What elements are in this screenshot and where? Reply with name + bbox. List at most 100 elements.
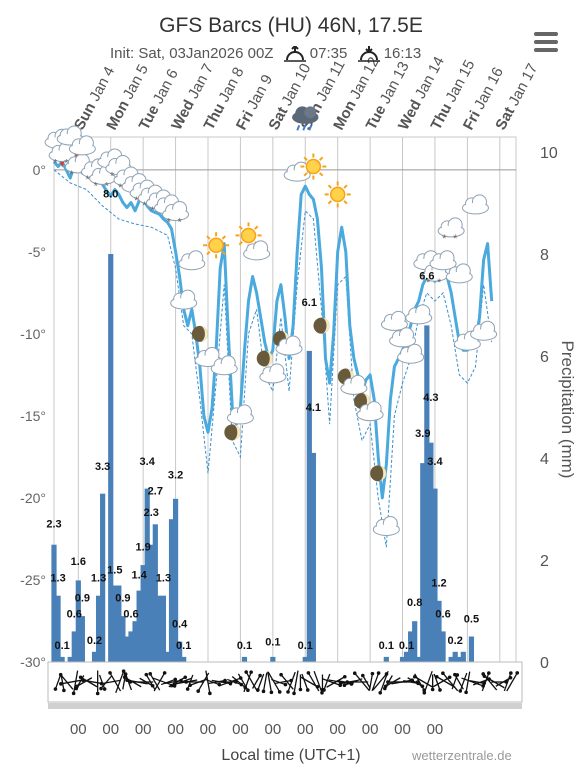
precip-bar [148,544,154,662]
wind-arrow [301,673,309,691]
precip-bar [416,656,422,662]
cloud-weather-icon [470,320,498,341]
precip-bar [91,651,98,662]
sunset-time: 16:13 [383,45,422,62]
precip-bar [59,656,65,662]
precip-value-label: 0.2 [448,635,463,647]
precip-value-label: 0.2 [87,635,102,647]
wind-arrow [459,672,468,692]
svg-text:*: * [167,216,172,228]
hamburger-menu-icon[interactable] [534,32,558,52]
wind-arrow [293,670,299,694]
wind-arrow [407,677,423,687]
precip-bar [164,651,171,662]
precip-bar [181,656,187,662]
y-right-tick-label: 2 [540,553,549,570]
wind-arrow [101,679,121,685]
cloud-weather-icon [275,335,303,356]
x-tick-label: 00 [167,721,184,738]
moon-weather-icon [256,350,273,367]
y-right-tick-label: 4 [540,451,549,468]
cloud-weather-icon [397,343,425,364]
precip-value-label: 0.6 [435,609,450,621]
wind-arrow [115,670,125,694]
svg-text:*: * [134,195,139,207]
precip-value-label: 2.3 [144,507,159,519]
wind-arrow [139,677,153,687]
svg-text:*: * [178,216,183,228]
cloud-weather-icon [226,404,254,425]
precip-bar [408,631,414,662]
svg-text:*: * [53,157,58,169]
wind-arrow [300,676,318,688]
cloud-weather-icon [170,289,198,310]
sun-weather-icon [300,153,327,180]
precip-bar [440,631,446,662]
wind-arrow [109,672,122,692]
precip-bar [399,656,406,662]
precip-value-label: 2.3 [46,518,61,530]
y-right-axis-label: Precipitation (mm) [558,341,577,479]
wind-arrow [100,675,113,689]
wind-arrow [262,672,268,692]
y-left-tick-label: -10° [20,326,46,342]
precip-value-label: 2.7 [148,486,163,498]
moon-weather-icon [224,424,241,441]
x-tick-label: 00 [394,721,411,738]
x-tick-label: 00 [264,721,281,738]
wind-arrow [218,677,241,687]
precip-bar [177,641,183,662]
credit-text: wetterzentrale.de [412,748,512,763]
wind-arrow [160,678,176,686]
cloud-weather-icon [178,250,206,271]
svg-text:*: * [94,180,99,192]
precip-bar [120,616,126,662]
precip-bar [302,656,308,662]
precip-bar [124,636,130,662]
temperature-line [52,158,494,500]
x-tick-label: 00 [329,721,346,738]
precip-bar [432,488,438,662]
wind-arrow [313,670,323,694]
cloud-weather-icon [259,363,287,384]
precip-value-label: 3.3 [95,461,110,473]
wind-arrow [245,671,259,693]
precip-value-label: 0.6 [67,609,82,621]
wind-arrow [72,670,79,694]
precip-value-label: 1.9 [136,541,151,553]
chart-title: GFS Barcs (HU) 46N, 17.5E [159,14,423,37]
precip-value-label: 1.3 [50,573,65,585]
precip-value-label: 0.1 [176,640,191,652]
wind-arrow [60,674,74,690]
svg-text:*: * [150,205,155,217]
precip-value-label: 0.5 [464,614,479,626]
y-right-tick-label: 6 [540,349,549,366]
x-tick-label: 00 [70,721,87,738]
precip-value-label: 3.4 [140,456,156,468]
wind-arrow [322,678,341,686]
svg-text:*: * [110,171,115,183]
wind-arrow [323,673,331,691]
y-left-tick-label: -20° [20,490,46,506]
wind-arrow [153,672,166,692]
wind-arrow [54,674,62,690]
precip-bar [140,565,146,662]
init-time: Init: Sat, 03Jan2026 00Z [110,45,274,62]
wind-arrow [271,678,286,686]
wind-arrow [481,672,490,692]
temp-850-line [53,169,493,548]
wind-arrow [362,675,371,689]
precip-bar [448,656,454,662]
precip-bar [241,656,248,662]
precip-value-label: 0.1 [265,637,280,649]
sunrise-time: 07:35 [309,45,348,62]
precip-bar [116,585,122,662]
precip-value-label: 6.6 [419,271,434,283]
cloud-weather-icon [429,250,457,271]
precip-bar [270,656,276,662]
x-tick-label: 00 [427,721,444,738]
y-left-tick-label: -15° [20,408,46,424]
precip-bar [55,595,61,662]
precip-bar [156,595,162,662]
